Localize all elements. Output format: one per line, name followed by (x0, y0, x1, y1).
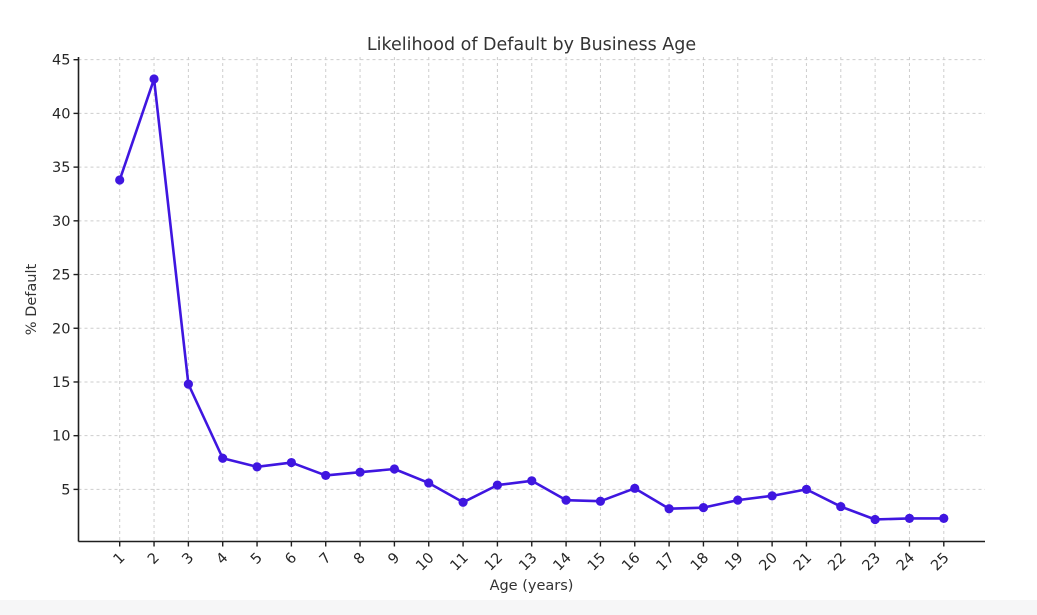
data-point (801, 484, 812, 494)
x-tick-label: 22 (825, 550, 849, 574)
data-point (527, 476, 537, 486)
grid-layer (78, 57, 985, 542)
x-tick-label: 11 (448, 550, 472, 574)
data-point (355, 467, 365, 477)
x-tick-label: 14 (551, 550, 575, 574)
x-tick-label: 6 (282, 550, 300, 568)
y-tick-label: 10 (52, 429, 70, 445)
y-tick-label: 40 (52, 106, 70, 122)
bottom-strip (0, 600, 1037, 615)
x-tick-label: 15 (585, 550, 609, 574)
data-point (183, 379, 193, 389)
y-axis-label: % Default (24, 264, 40, 336)
y-tick-label: 20 (52, 321, 70, 337)
y-tick-label: 5 (61, 482, 70, 498)
data-point (698, 503, 709, 513)
x-tick-label: 2 (145, 550, 163, 568)
data-point (664, 504, 674, 514)
x-tick-label: 3 (179, 550, 197, 568)
data-point (870, 514, 880, 525)
x-tick-label: 8 (351, 550, 369, 568)
data-point (595, 496, 606, 506)
x-tick-label: 5 (248, 550, 266, 568)
data-point (836, 501, 846, 512)
data-point (115, 175, 125, 185)
x-tick-label: 17 (654, 550, 678, 574)
x-tick-label: 23 (860, 550, 884, 574)
x-tick-label: 20 (757, 550, 781, 574)
data-point (389, 464, 400, 474)
x-axis-label: Age (years) (490, 578, 574, 594)
x-tick-label: 18 (688, 550, 712, 574)
y-tick-label: 25 (52, 268, 70, 284)
axes-layer (73, 57, 985, 547)
data-point (561, 495, 571, 505)
data-series-layer (115, 74, 949, 525)
data-point (492, 480, 503, 490)
data-point (218, 453, 228, 463)
x-tick-label: 4 (214, 550, 232, 568)
data-point (733, 495, 743, 505)
data-point (424, 478, 434, 488)
x-tick-label: 1 (111, 550, 129, 568)
y-tick-label: 15 (52, 375, 70, 391)
data-point (904, 513, 915, 524)
data-point (767, 491, 777, 501)
data-point (252, 462, 262, 472)
x-tick-label: 10 (413, 550, 437, 574)
x-tick-label: 19 (722, 550, 746, 574)
x-tick-label: 24 (894, 550, 918, 574)
x-tick-label: 13 (516, 550, 540, 574)
x-tick-label: 25 (928, 550, 952, 574)
y-tick-label: 30 (52, 214, 70, 230)
data-point (321, 470, 331, 481)
y-tick-label: 45 (52, 53, 70, 69)
x-tick-label: 7 (317, 550, 335, 568)
data-point (939, 513, 949, 524)
data-point (458, 497, 468, 507)
data-point (286, 457, 296, 468)
x-tick-label: 9 (385, 550, 403, 568)
x-tick-label: 16 (619, 550, 643, 574)
chart-title: Likelihood of Default by Business Age (367, 35, 696, 55)
data-point (630, 483, 640, 493)
x-tick-label: 21 (791, 550, 815, 574)
x-tick-label: 12 (482, 550, 506, 574)
y-tick-label: 35 (52, 160, 70, 176)
data-point (149, 74, 159, 84)
